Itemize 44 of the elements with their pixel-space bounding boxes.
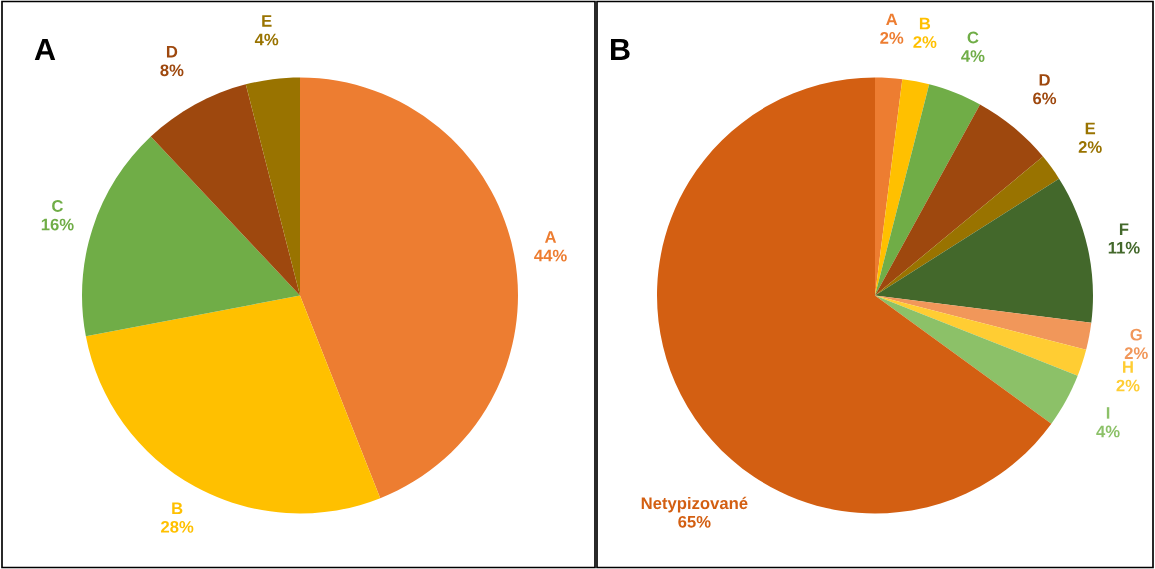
pie-slice xyxy=(875,295,1087,376)
data-label: 16% xyxy=(41,218,74,231)
slice-label: A xyxy=(544,231,557,243)
slice-label: E xyxy=(262,15,272,27)
slice-label: C xyxy=(967,31,979,44)
pie-slice xyxy=(875,79,930,296)
slice-label: F xyxy=(1119,223,1129,235)
slice-label: D xyxy=(1039,74,1050,86)
text: A xyxy=(34,38,56,60)
data-label: 2% xyxy=(913,36,937,48)
slice-label: H xyxy=(1123,361,1133,373)
slice-label: C xyxy=(52,200,63,212)
slice-label: B xyxy=(172,502,183,515)
pie-slice xyxy=(875,178,1093,323)
slice-label: D xyxy=(166,46,178,58)
pie-slice xyxy=(875,295,1078,424)
pie-slice xyxy=(150,84,300,296)
pie-slice xyxy=(82,136,300,337)
slice-label: E xyxy=(1085,122,1096,135)
data-label: 6% xyxy=(1033,92,1057,105)
pie-slice xyxy=(875,104,1043,296)
data-label: 4% xyxy=(1096,425,1120,438)
pie-slice xyxy=(875,156,1060,296)
slice-label: A xyxy=(886,13,898,26)
pie-slice xyxy=(85,295,381,514)
data-label: 28% xyxy=(161,520,194,533)
slice-label: Netypizované xyxy=(641,496,748,513)
pie-slice xyxy=(300,77,518,499)
data-label: 44% xyxy=(534,249,567,262)
text: B xyxy=(611,38,630,60)
data-label: 8% xyxy=(160,64,184,77)
slice-label: G xyxy=(1130,328,1142,341)
slice-label: I xyxy=(1106,407,1110,419)
pie-slice xyxy=(875,84,981,296)
data-label: 65% xyxy=(678,515,711,528)
data-label: 2% xyxy=(880,32,904,44)
slice-label: B xyxy=(919,17,931,30)
data-label: 4% xyxy=(254,33,279,46)
data-label: 2% xyxy=(1078,141,1102,153)
data-label: 4% xyxy=(961,50,985,62)
data-label: 2% xyxy=(1116,379,1140,392)
pie-slice xyxy=(245,77,300,296)
data-label: 2% xyxy=(1124,347,1148,360)
data-label: 11% xyxy=(1108,241,1140,254)
